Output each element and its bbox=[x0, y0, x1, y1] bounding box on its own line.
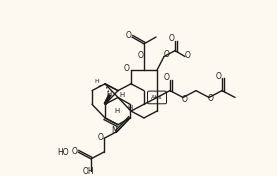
Text: H: H bbox=[114, 108, 120, 114]
Text: H: H bbox=[127, 105, 133, 111]
Text: ,: , bbox=[98, 81, 100, 87]
Text: O: O bbox=[208, 94, 214, 103]
Text: OH: OH bbox=[82, 167, 94, 176]
Text: Abs: Abs bbox=[151, 95, 163, 100]
Text: HO: HO bbox=[57, 147, 69, 156]
Text: O: O bbox=[185, 51, 191, 60]
Text: N: N bbox=[111, 126, 117, 135]
Text: O: O bbox=[72, 147, 78, 156]
Text: H: H bbox=[119, 92, 125, 98]
Text: H: H bbox=[95, 79, 99, 84]
Text: O: O bbox=[164, 73, 170, 82]
Text: O: O bbox=[124, 64, 130, 73]
Text: H: H bbox=[106, 90, 112, 97]
Text: O: O bbox=[164, 50, 170, 59]
Text: O: O bbox=[138, 51, 144, 60]
Text: .: . bbox=[99, 78, 102, 88]
FancyBboxPatch shape bbox=[147, 91, 166, 104]
Text: .: . bbox=[99, 78, 102, 88]
Text: O: O bbox=[169, 34, 175, 43]
Text: O: O bbox=[126, 31, 132, 40]
Text: O: O bbox=[182, 95, 188, 104]
Text: O: O bbox=[98, 133, 104, 142]
Text: O: O bbox=[216, 71, 222, 80]
